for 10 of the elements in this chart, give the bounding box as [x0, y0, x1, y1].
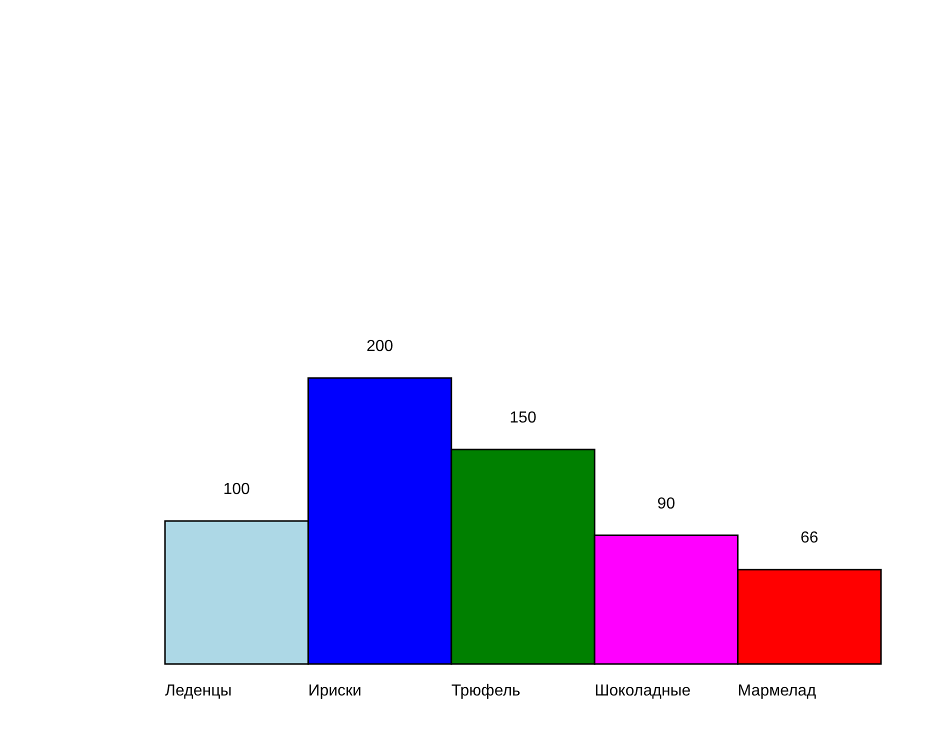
data-label: 150: [510, 410, 536, 426]
x-tick-label: Трюфель: [451, 682, 520, 700]
x-tick-label: Леденцы: [165, 682, 232, 700]
data-label: 90: [657, 495, 676, 512]
data-label: 100: [223, 481, 250, 498]
data-label: 200: [366, 338, 394, 355]
x-tick-label: Ириски: [308, 682, 362, 700]
data-label: 66: [800, 530, 818, 547]
x-tick-label: Шоколадные: [594, 682, 691, 700]
x-tick-label: Мармелад: [738, 682, 817, 700]
